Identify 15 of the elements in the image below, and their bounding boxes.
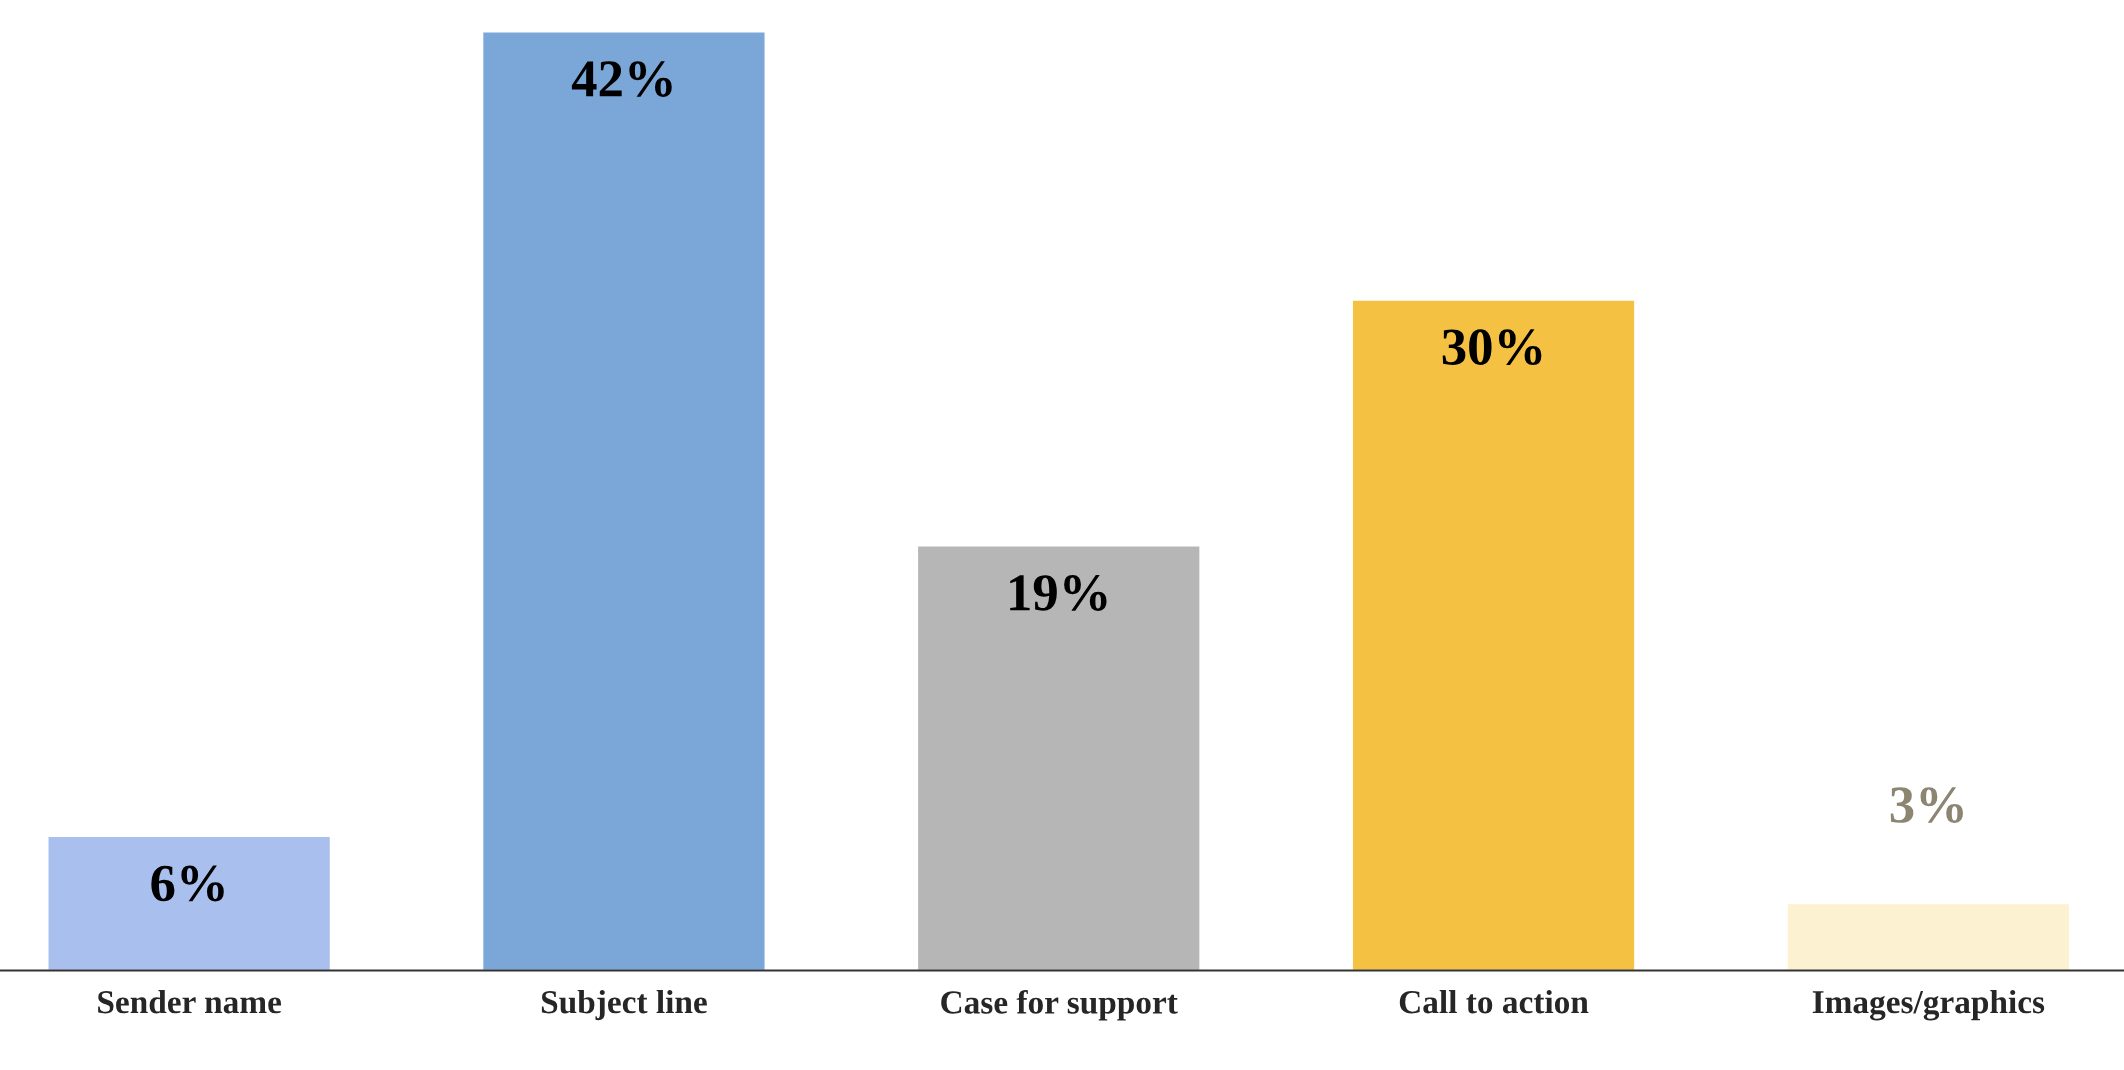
data-label: 6% <box>151 865 224 902</box>
x-tick-label: Case for support <box>941 989 1178 1021</box>
bar <box>1786 902 2071 971</box>
bar <box>481 31 766 971</box>
x-tick-label: Subject line <box>541 989 707 1021</box>
data-label: 3% <box>1890 787 1963 823</box>
x-tick-label: Images/graphics <box>1812 989 2045 1021</box>
bar <box>47 835 332 971</box>
bar <box>916 545 1201 971</box>
x-tick-label: Sender name <box>98 989 282 1014</box>
bar <box>1351 299 1636 971</box>
data-label: 42% <box>571 61 672 97</box>
data-label: 19% <box>1010 575 1107 611</box>
x-tick-label: Call to action <box>1399 989 1589 1014</box>
data-label: 30% <box>1442 329 1542 366</box>
